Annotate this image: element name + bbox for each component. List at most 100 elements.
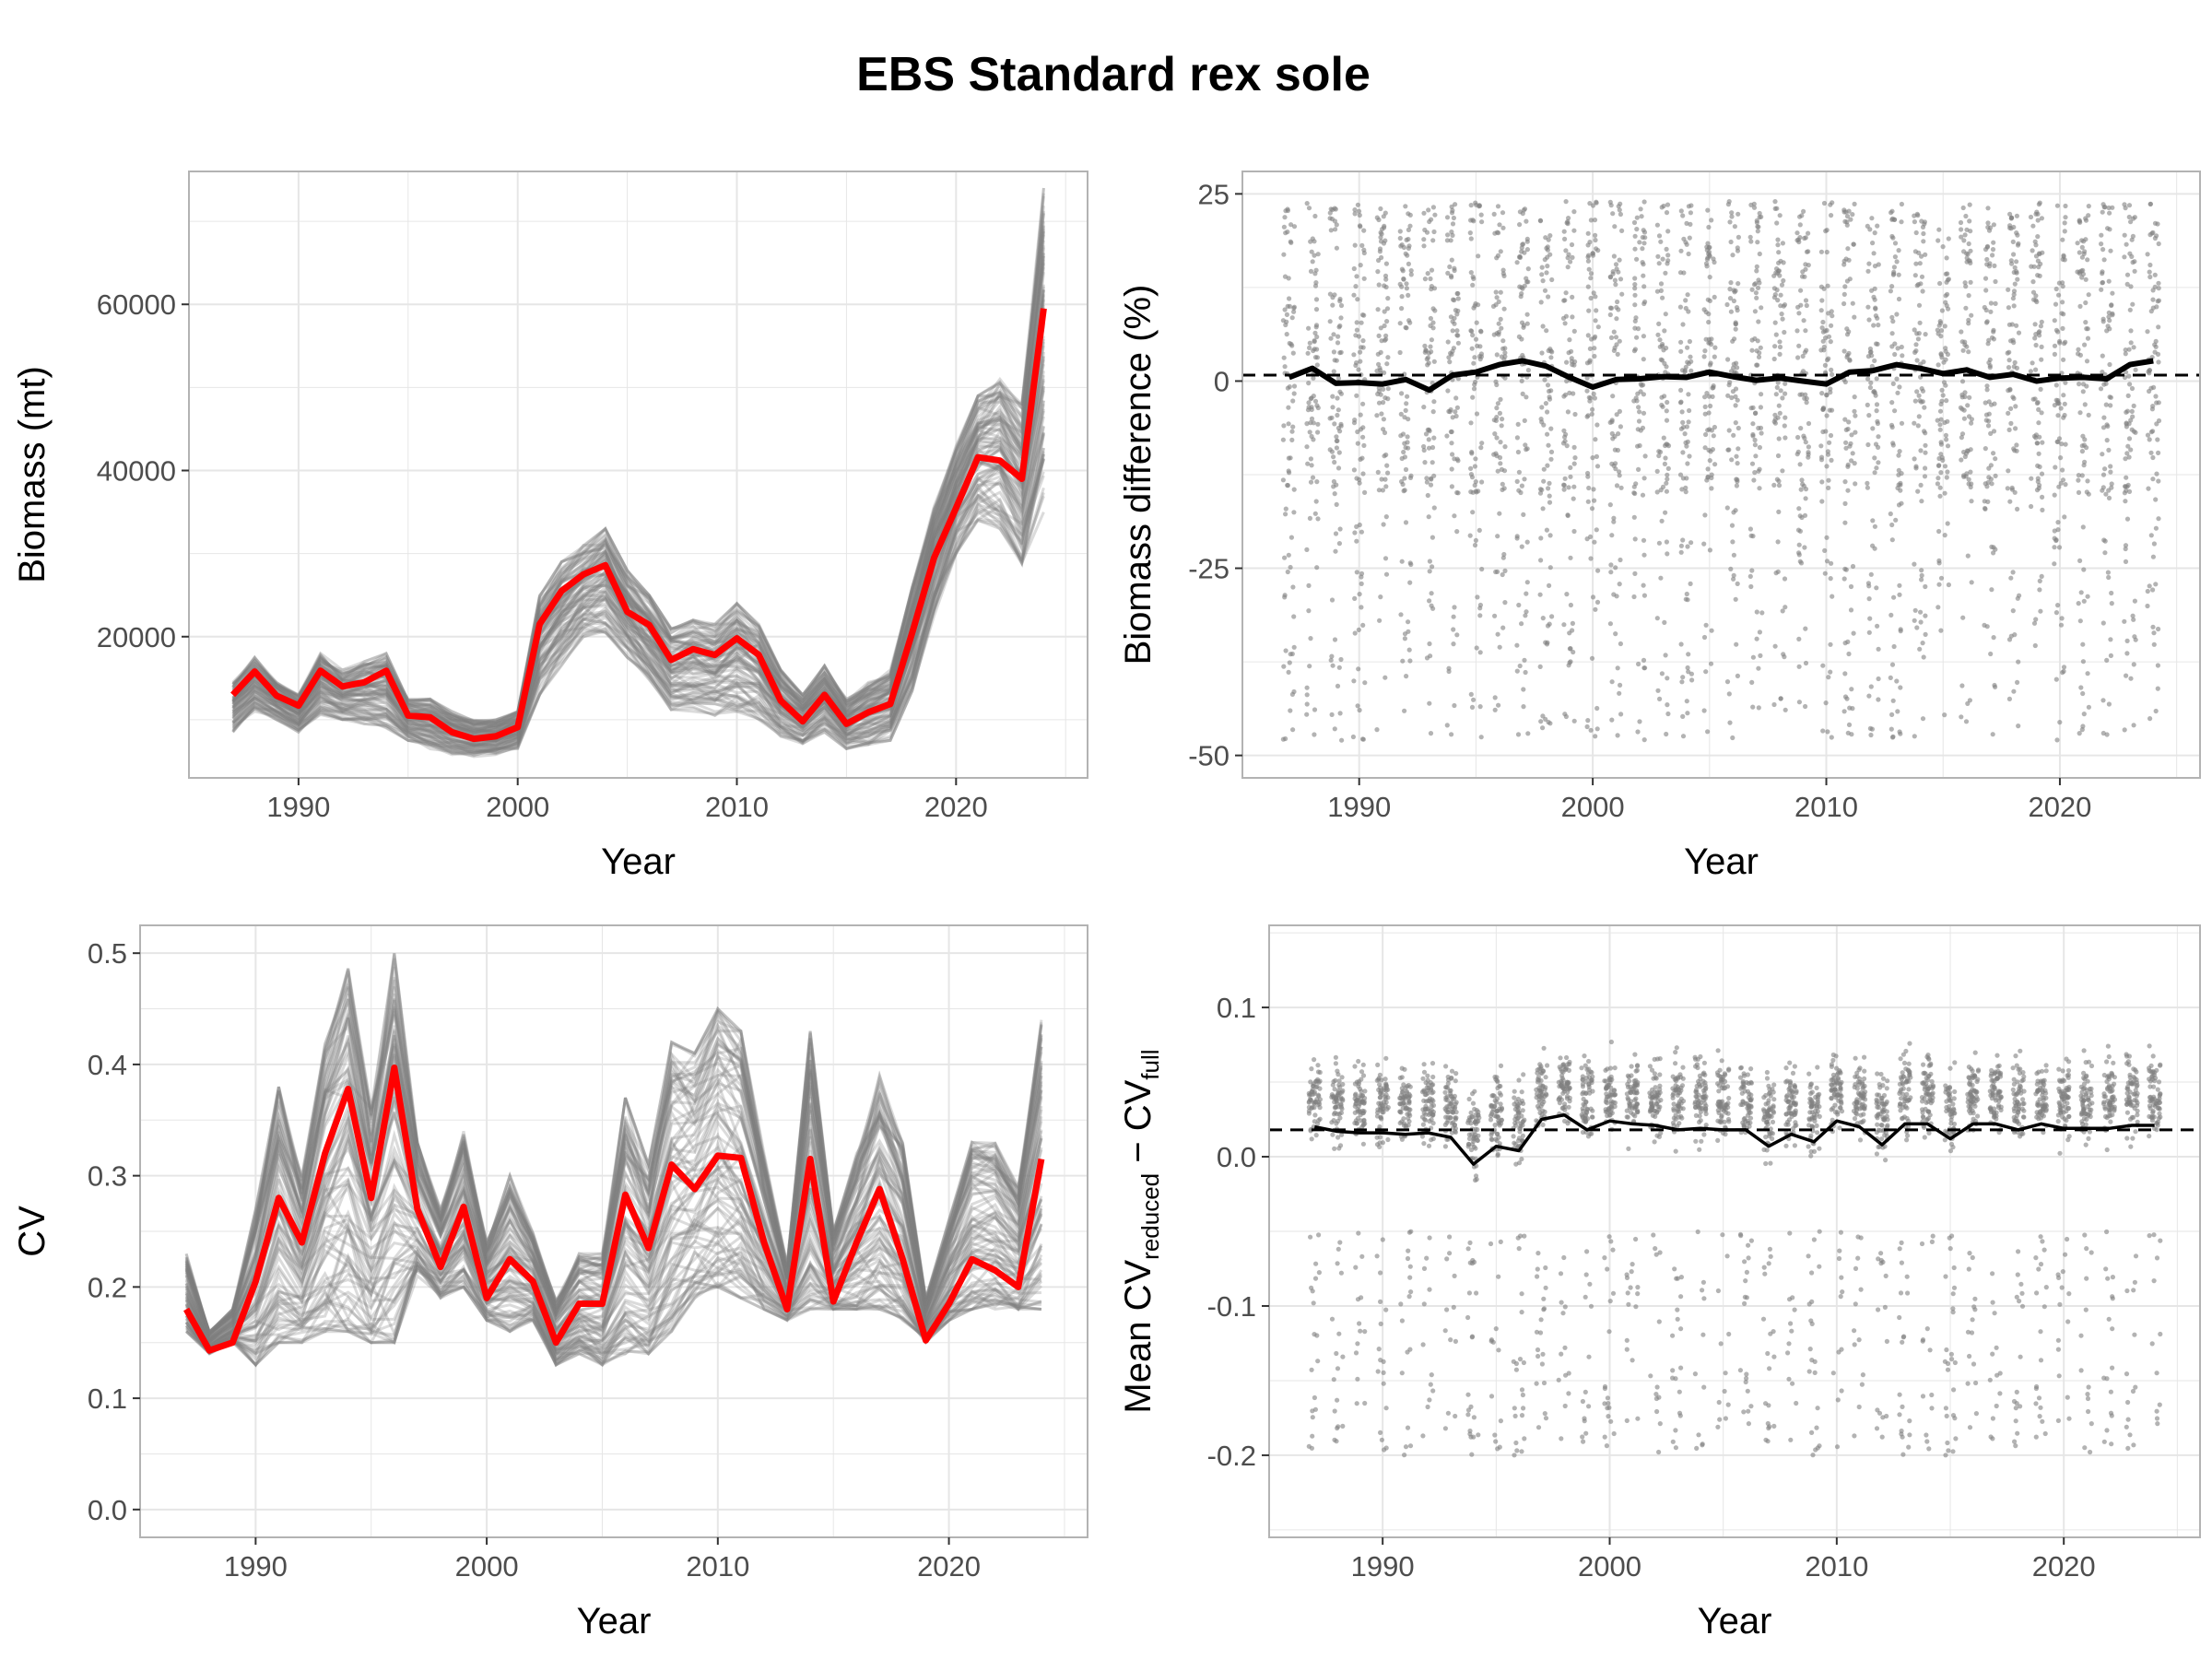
scatter-point [1912,398,1918,404]
scatter-point [1912,734,1917,739]
scatter-point [1618,424,1623,429]
scatter-point [1875,623,1880,629]
scatter-point [1756,425,1761,431]
scatter-point [1608,335,1615,340]
scatter-point [1942,324,1947,329]
scatter-point [1828,641,1833,647]
scatter-point [1615,299,1620,305]
scatter-point [1594,422,1600,428]
ensemble-line [231,193,1045,726]
scatter-point [1664,210,1670,216]
scatter-point [1615,733,1620,738]
scatter-point [1923,465,1928,471]
scatter-point [1674,1045,1679,1051]
scatter-point [1541,1296,1547,1301]
scatter-point [1750,421,1756,427]
scatter-point [1752,309,1758,314]
scatter-point [1912,219,1917,225]
scatter-point [1499,1106,1505,1112]
scatter-point [1914,358,1920,363]
scatter-point [1405,394,1410,399]
scatter-point [1735,211,1741,217]
scatter-point [2105,324,2111,329]
scatter-point [1538,558,1544,563]
scatter-point [1670,1333,1676,1338]
scatter-point [2129,408,2135,414]
scatter-point [2052,403,2057,408]
scatter-point [1477,344,1483,349]
ensemble-line [231,385,1045,744]
scatter-point [2127,307,2133,312]
scatter-point [1844,696,1850,701]
scatter-point [1383,1307,1389,1312]
scatter-point [1783,415,1788,420]
scatter-point [1547,533,1553,538]
scatter-point [1664,488,1669,494]
scatter-point [1516,1246,1522,1252]
scatter-point [1519,1089,1524,1095]
scatter-point [1584,388,1590,394]
scatter-point [1991,451,1996,456]
scatter-point [1444,1307,1450,1312]
scatter-point [1892,254,1898,260]
scatter-point [1678,1326,1684,1332]
scatter-point [1428,323,1433,328]
scatter-point [1660,256,1665,262]
scatter-point [1683,364,1688,370]
scatter-point [1594,199,1599,205]
scatter-point [1314,355,1320,360]
scatter-point [1493,1439,1499,1444]
scatter-point [1291,487,1297,492]
ensemble-line [184,999,1043,1340]
scatter-point [2148,533,2154,538]
scatter-point [1648,1373,1653,1379]
scatter-point [1406,243,1412,249]
scatter-point [1776,436,1782,441]
scatter-point [2145,432,2151,438]
scatter-point [2150,454,2156,461]
scatter-point [2057,720,2063,725]
scatter-point [2061,393,2066,398]
scatter-point [1562,236,1568,241]
scatter-point [1564,220,1570,226]
scatter-point [1359,574,1364,580]
scatter-point [2150,477,2156,482]
scatter-point [1754,264,1759,269]
scatter-point [1824,393,1830,398]
scatter-point [2129,253,2135,259]
scatter-point [2009,322,2015,327]
scatter-point [1514,642,1520,648]
scatter-point [1355,202,1360,207]
ensemble-line [231,210,1045,724]
scatter-point [1377,365,1382,371]
scatter-point [2124,281,2130,287]
scatter-point [1617,690,1622,696]
scatter-point [1548,355,1554,360]
scatter-point [1379,1116,1384,1122]
scatter-point [1735,234,1741,240]
scatter-point [1469,451,1475,456]
scatter-point [1311,375,1316,381]
scatter-point [1377,249,1382,254]
scatter-point [1523,442,1528,448]
scatter-point [1455,458,1461,464]
scatter-point [1899,344,1904,350]
scatter-point [1968,229,1973,234]
scatter-point [2029,476,2034,481]
scatter-point [2056,545,2063,550]
scatter-point [1352,1064,1358,1069]
scatter-point [2082,459,2088,465]
scatter-point [1727,219,1733,225]
scatter-point [1823,229,1829,234]
scatter-point [1402,476,1407,481]
scatter-point [2108,403,2113,408]
scatter-point [1959,435,1964,441]
scatter-point [1519,336,1524,342]
scatter-point [1309,1136,1314,1142]
scatter-point [1314,334,1320,340]
scatter-point [1361,442,1367,448]
scatter-point [1498,1063,1504,1068]
scatter-point [1685,711,1690,716]
ensemble-line [231,206,1045,725]
scatter-point [1382,210,1388,216]
